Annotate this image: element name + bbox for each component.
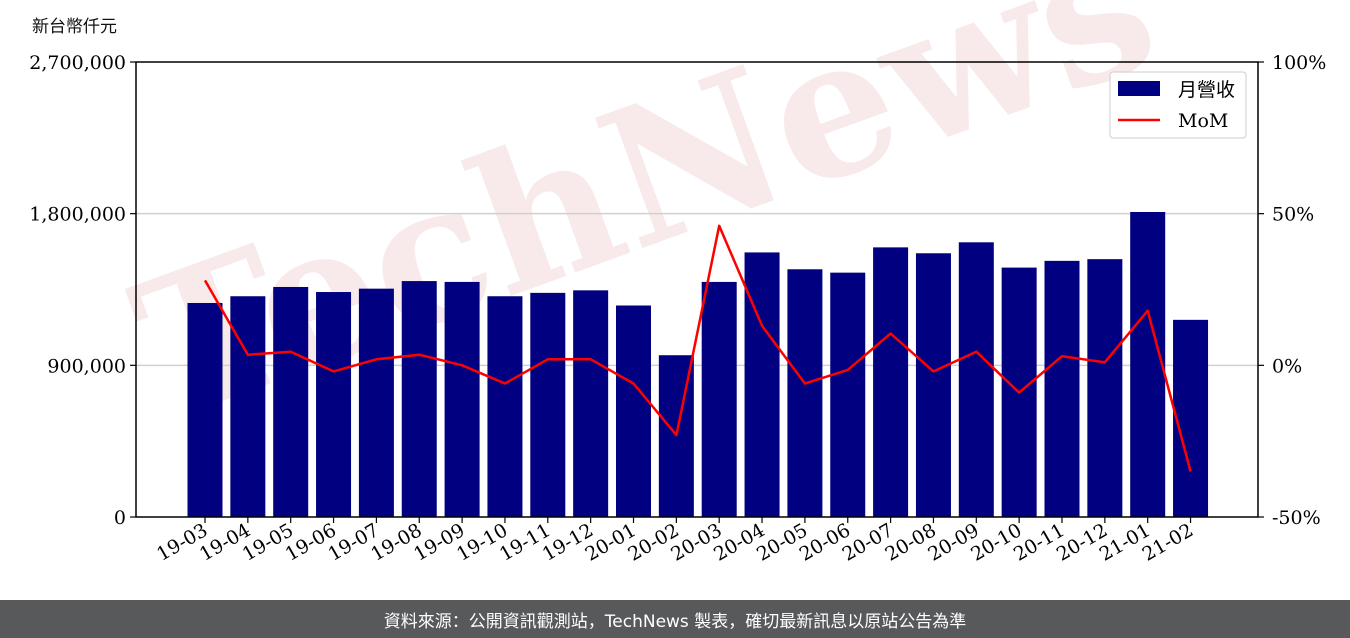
bar-20-01 bbox=[616, 305, 651, 517]
left-tick-label: 0 bbox=[114, 507, 126, 529]
bar-19-04 bbox=[230, 296, 266, 517]
bar-19-09 bbox=[444, 281, 480, 517]
legend-label-line: MoM bbox=[1178, 110, 1228, 132]
right-tick-label: -50% bbox=[1272, 507, 1321, 529]
bar-19-08 bbox=[401, 281, 437, 517]
x-tick-label: 21-02 bbox=[1139, 519, 1197, 565]
legend-swatch-bar bbox=[1118, 81, 1160, 96]
right-tick-label: 50% bbox=[1272, 204, 1314, 226]
right-tick-label: 100% bbox=[1272, 52, 1326, 74]
source-footer: 資料來源：公開資訊觀測站，TechNews 製表，確切最新訊息以原站公告為準 bbox=[0, 600, 1350, 638]
bar-20-09 bbox=[958, 242, 994, 517]
bar-19-07 bbox=[358, 288, 394, 517]
bar-20-06 bbox=[830, 272, 866, 517]
bar-20-07 bbox=[873, 247, 909, 518]
left-tick-label: 900,000 bbox=[47, 355, 126, 377]
plot-frame bbox=[135, 61, 1259, 518]
bar-21-01 bbox=[1130, 211, 1166, 517]
bar-19-06 bbox=[316, 292, 352, 517]
bar-20-12 bbox=[1087, 259, 1123, 517]
source-footer-text: 資料來源：公開資訊觀測站，TechNews 製表，確切最新訊息以原站公告為準 bbox=[383, 611, 967, 632]
revenue-chart: TechNews 2,700,0001,800,000900,0000100%5… bbox=[29, 0, 1326, 566]
bar-19-10 bbox=[487, 296, 523, 517]
bar-19-03 bbox=[187, 302, 223, 517]
bar-20-04 bbox=[744, 252, 780, 518]
bar-20-11 bbox=[1044, 260, 1080, 517]
bar-20-08 bbox=[915, 253, 951, 517]
mom-series bbox=[203, 224, 1192, 472]
bar-19-12 bbox=[573, 290, 609, 517]
right-tick-label: 0% bbox=[1272, 355, 1302, 377]
bar-19-11 bbox=[530, 292, 566, 517]
left-tick-label: 2,700,000 bbox=[29, 52, 126, 74]
bar-20-03 bbox=[701, 281, 737, 517]
mom-line bbox=[203, 224, 1192, 472]
legend-label-bar: 月營收 bbox=[1178, 79, 1235, 101]
bar-series bbox=[187, 211, 1209, 518]
bar-20-05 bbox=[787, 269, 823, 517]
bar-19-05 bbox=[273, 286, 309, 517]
y-axis-unit-label: 新台幣仟元 bbox=[32, 17, 117, 37]
left-tick-label: 1,800,000 bbox=[29, 204, 126, 226]
legend: 月營收 MoM bbox=[1109, 71, 1247, 139]
bar-21-02 bbox=[1173, 319, 1209, 517]
